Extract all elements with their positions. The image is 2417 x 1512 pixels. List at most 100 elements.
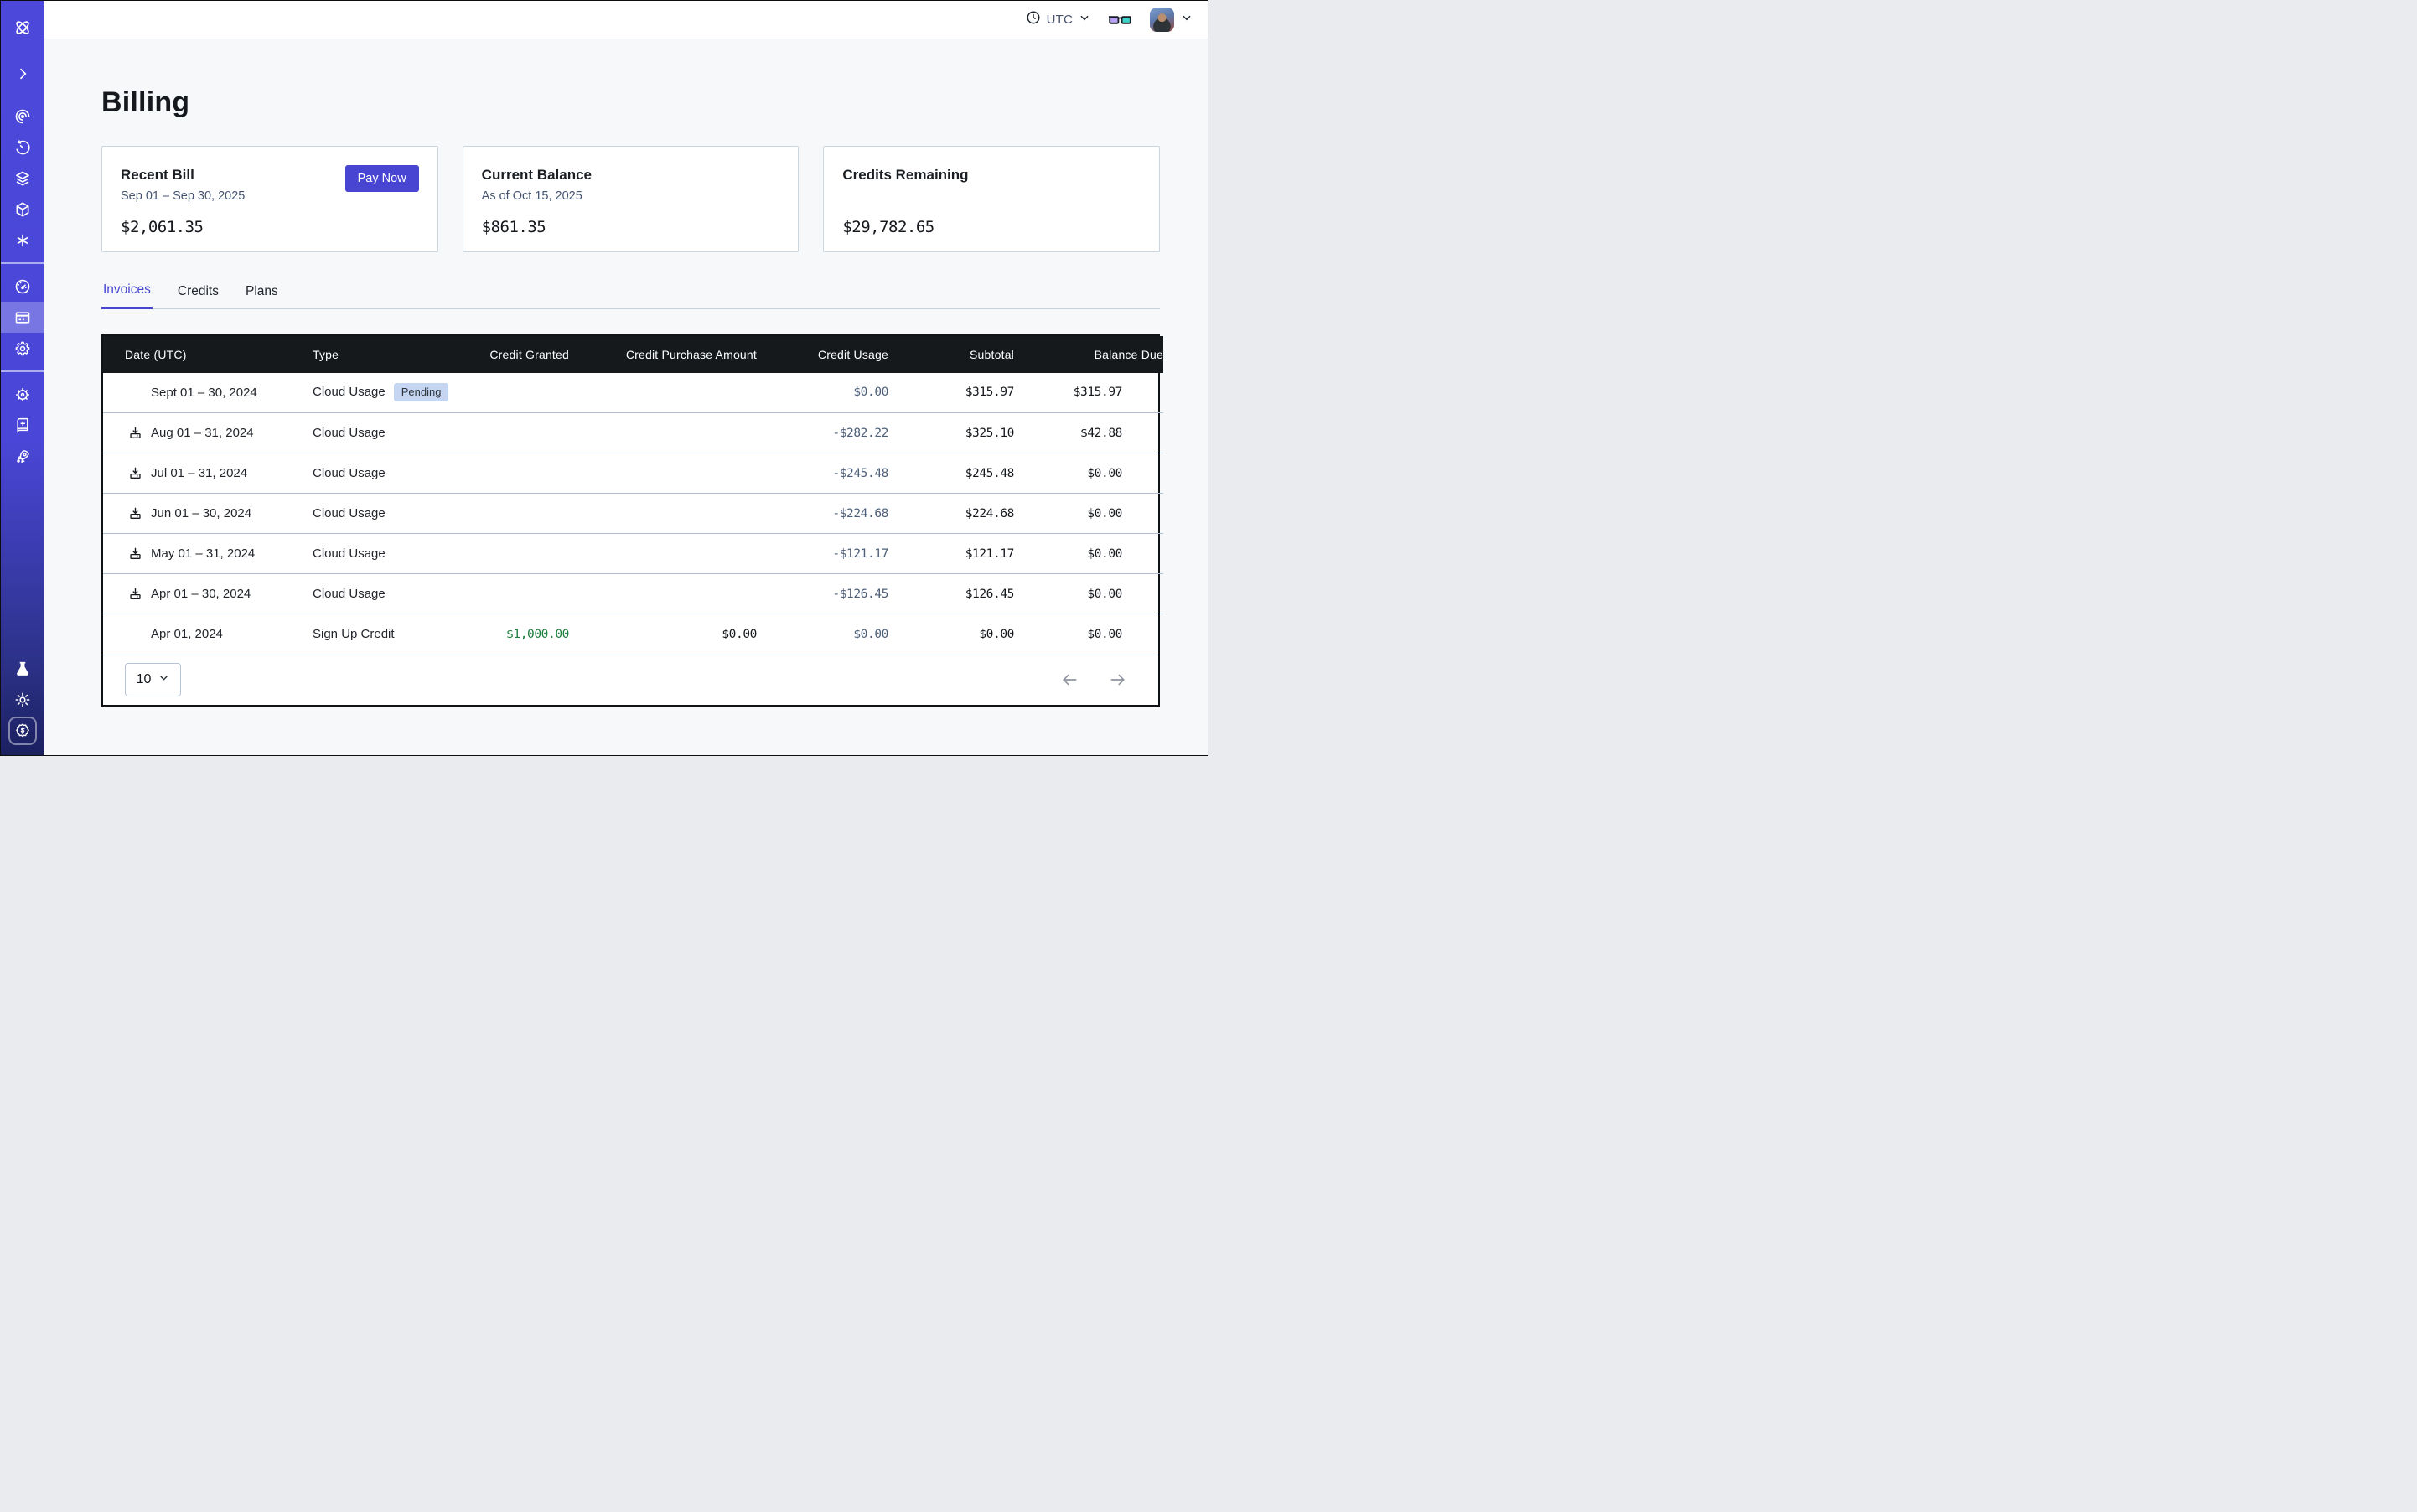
credit-granted-value (468, 373, 569, 413)
column-header: Credit Granted (468, 335, 569, 373)
invoice-row: May 01 – 31, 2024 Cloud Usage -$121.17 $121… (103, 533, 1163, 574)
credit-usage-value: $0.00 (853, 386, 888, 400)
tab-invoices[interactable]: Invoices (101, 282, 153, 309)
card-title: Recent Bill (121, 167, 194, 183)
invoice-row: Apr 01, 2024 Sign Up Credit $1,000.00 $0.00… (103, 614, 1163, 655)
credit-usage-value: -$126.45 (757, 573, 888, 614)
tab-plans[interactable]: Plans (244, 282, 280, 309)
invoice-type: Cloud Usage (313, 385, 386, 400)
invoices-table-card: Date (UTC) Type Credit Granted Credit Purch… (101, 334, 1163, 707)
credit-usage-value: -$282.22 (757, 412, 888, 453)
column-header: Credit Purchase Amount (569, 335, 757, 373)
balance-due-value: $0.00 (1014, 614, 1163, 655)
avatar (1150, 8, 1174, 32)
recent-bill-card: Recent Bill Sep 01 – Sep 30, 2025 $2,061… (101, 146, 438, 252)
credit-purchase-amount-value (569, 573, 757, 614)
page-title: Billing (101, 86, 190, 118)
invoice-date: Jul 01 – 31, 2024 (151, 466, 248, 480)
book-sparkle-icon[interactable] (1, 410, 44, 441)
card-title: Credits Remaining (842, 167, 969, 183)
download-icon-placeholder (128, 627, 143, 642)
subtotal-value: $325.10 (888, 412, 1014, 453)
timezone-selector[interactable]: UTC (1026, 10, 1090, 29)
invoice-date: May 01 – 31, 2024 (151, 546, 256, 561)
credit-granted-value (468, 573, 569, 614)
card-amount: $29,782.65 (842, 218, 934, 236)
download-icon-placeholder (128, 385, 143, 400)
summary-cards: Recent Bill Sep 01 – Sep 30, 2025 $2,061… (101, 146, 1161, 252)
next-page-button[interactable] (1108, 671, 1126, 689)
gear-icon[interactable] (1, 333, 44, 364)
credit-usage-value: -$121.17 (757, 533, 888, 574)
prev-page-button[interactable] (1061, 671, 1079, 689)
download-invoice-icon[interactable] (128, 546, 143, 562)
invoice-type: Cloud Usage (313, 587, 386, 601)
credit-purchase-amount-value (569, 373, 757, 413)
dollar-seal-icon[interactable] (8, 717, 37, 745)
cube-icon[interactable] (1, 194, 44, 225)
invoice-type: Cloud Usage (313, 546, 386, 561)
rows-per-page-select[interactable]: 10 (125, 663, 181, 696)
invoice-type: Cloud Usage (313, 426, 386, 440)
status-badge: Pending (393, 383, 449, 402)
download-invoice-icon[interactable] (128, 426, 143, 441)
download-invoice-icon[interactable] (128, 506, 143, 521)
table-header: Date (UTC) Type Credit Granted Credit Purch… (103, 335, 1163, 373)
sun-icon[interactable] (1, 684, 44, 715)
pay-now-button[interactable]: Pay Now (344, 165, 419, 192)
column-header: Type (313, 335, 468, 373)
sidebar-divider (1, 262, 44, 264)
orbit-logo-icon[interactable] (1, 11, 44, 44)
spiral-eye-icon[interactable] (1, 101, 44, 132)
chevron-right-icon[interactable] (1, 58, 44, 89)
tab-credits[interactable]: Credits (176, 282, 220, 309)
subtotal-value: $224.68 (888, 493, 1014, 534)
credit-granted-value: $1,000.00 (468, 614, 569, 655)
sidebar (1, 1, 44, 755)
asterisk-icon[interactable] (1, 225, 44, 256)
credit-card-icon[interactable] (1, 302, 44, 333)
invoice-date: Apr 01, 2024 (151, 627, 223, 642)
credit-granted-value (468, 493, 569, 534)
invoice-row: Jul 01 – 31, 2024 Cloud Usage -$245.48 $245… (103, 453, 1163, 494)
table-body: Sept 01 – 30, 2024 Cloud Usage Pending $0.0… (103, 373, 1163, 655)
credit-granted-value (468, 412, 569, 453)
invoice-row: Apr 01 – 30, 2024 Cloud Usage -$126.45 $126… (103, 573, 1163, 614)
rocket-icon[interactable] (1, 441, 44, 472)
topbar: UTC (44, 1, 1208, 39)
glasses-icon[interactable] (1109, 13, 1131, 28)
subtotal-value: $126.45 (888, 573, 1014, 614)
balance-due-value: $0.00 (1014, 533, 1163, 574)
flask-icon[interactable] (1, 653, 44, 684)
layers-icon[interactable] (1, 163, 44, 194)
credit-purchase-amount-value (569, 453, 757, 494)
credit-granted-value (468, 453, 569, 494)
credit-purchase-amount-value: $0.00 (569, 614, 757, 655)
balance-due-value: $0.00 (1014, 453, 1163, 494)
subtotal-value: $315.97 (965, 386, 1015, 400)
download-invoice-icon[interactable] (128, 587, 143, 602)
invoice-date: Aug 01 – 31, 2024 (151, 426, 254, 440)
current-balance-card: Current Balance As of Oct 15, 2025 $861.… (462, 146, 800, 252)
gauge-icon[interactable] (1, 271, 44, 302)
invoice-type: Cloud Usage (313, 506, 386, 520)
subtotal-value: $121.17 (888, 533, 1014, 574)
retry-clock-icon[interactable] (1, 132, 44, 163)
credit-purchase-amount-value (569, 412, 757, 453)
credit-usage-value: -$245.48 (757, 453, 888, 494)
column-header: Date (UTC) (103, 335, 313, 373)
credits-remaining-card: Credits Remaining $29,782.65 (823, 146, 1161, 252)
download-invoice-icon[interactable] (128, 466, 143, 481)
pagination-bar: 10 (103, 654, 1158, 705)
credit-purchase-amount-value (569, 493, 757, 534)
invoice-type: Sign Up Credit (313, 627, 395, 642)
card-subtitle: As of Oct 15, 2025 (481, 189, 582, 203)
account-menu[interactable] (1150, 8, 1193, 32)
invoices-table: Date (UTC) Type Credit Granted Credit Purch… (103, 335, 1163, 655)
invoice-row: Aug 01 – 31, 2024 Cloud Usage -$282.22 $325… (103, 412, 1163, 453)
card-amount: $2,061.35 (121, 218, 204, 236)
balance-due-value: $0.00 (1014, 573, 1163, 614)
card-amount: $861.35 (481, 218, 546, 236)
ship-wheel-icon[interactable] (1, 379, 44, 410)
credit-purchase-amount-value (569, 533, 757, 574)
